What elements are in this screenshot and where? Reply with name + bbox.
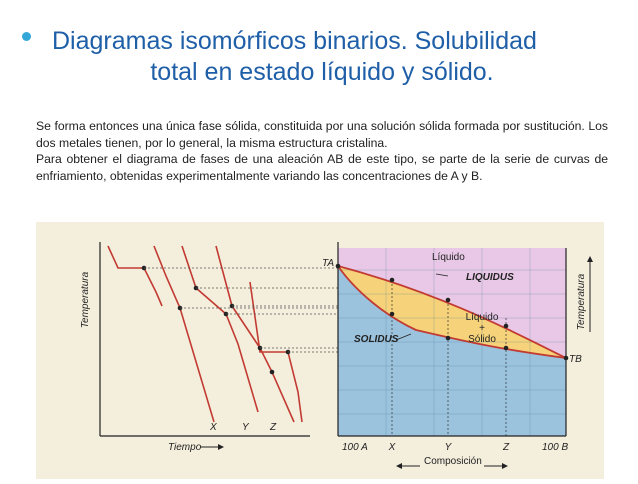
cooling-curve-x xyxy=(153,245,215,423)
solidus-line xyxy=(337,265,567,359)
solidus-leader-line xyxy=(395,333,412,341)
composition-lines xyxy=(391,284,507,436)
ta-label: TA xyxy=(322,258,334,269)
phase-y-label: Temperatura xyxy=(576,273,587,330)
liquidus-line xyxy=(337,265,567,359)
x-tick-z: Z xyxy=(502,442,510,453)
phase-point xyxy=(503,323,509,329)
x-tick-x: X xyxy=(388,442,396,453)
bullet-icon xyxy=(22,32,31,41)
composition-arrow-right-head xyxy=(502,463,508,469)
paragraph-1: Se forma entonces una única fase sólida,… xyxy=(36,119,608,150)
cooling-y-label: Temperatura xyxy=(80,271,91,328)
liquid-label: Líquido xyxy=(432,252,465,263)
phase-diagram-figure: Temperatura Tiempo xyxy=(36,222,604,479)
two-phase-label-liquid: Líquido xyxy=(466,312,499,323)
temperature-arrow-right-head xyxy=(587,256,593,262)
slide-title-line-1: Diagramas isomórficos binarios. Solubili… xyxy=(52,27,537,55)
phase-grid xyxy=(338,248,566,436)
phase-x-label: Composición xyxy=(424,456,482,467)
tb-label: TB xyxy=(569,354,582,365)
solidus-label: SOLIDUS xyxy=(354,334,399,345)
phase-point xyxy=(389,277,395,283)
figure-svg: Temperatura Tiempo xyxy=(36,222,604,479)
x-tick-b: 100 B xyxy=(542,442,568,453)
cooling-curves-panel: Temperatura Tiempo xyxy=(80,242,338,453)
cooling-points xyxy=(141,265,291,375)
cooling-point xyxy=(141,265,147,271)
liquidus-leader-line xyxy=(435,273,449,277)
phase-point xyxy=(389,311,395,317)
composition-arrow-left-head xyxy=(396,463,402,469)
liquid-region xyxy=(338,248,566,358)
cooling-label-z: Z xyxy=(269,422,277,433)
two-phase-label-solid: Sólido xyxy=(468,334,496,345)
slide-title-line-2: total en estado líquido y sólido. xyxy=(150,58,494,86)
x-tick-y: Y xyxy=(445,442,453,453)
body-text: Se forma entonces una única fase sólida,… xyxy=(36,118,608,184)
x-tick-a: 100 A xyxy=(342,442,368,453)
two-phase-label-plus: + xyxy=(479,323,485,334)
cooling-label-y: Y xyxy=(242,422,250,433)
cooling-label-x: X xyxy=(209,422,217,433)
time-arrow-head xyxy=(218,444,224,450)
two-phase-region xyxy=(338,266,566,358)
liquidus-label: LIQUIDUS xyxy=(466,272,514,283)
projection-lines xyxy=(144,267,338,353)
phase-points xyxy=(335,263,569,361)
paragraph-2: Para obtener el diagrama de fases de una… xyxy=(36,152,608,183)
phase-point xyxy=(503,345,509,351)
cooling-point xyxy=(269,369,275,375)
phase-point xyxy=(445,297,451,303)
phase-point xyxy=(445,335,451,341)
cooling-x-label: Tiempo xyxy=(168,442,202,453)
phase-diagram-panel: TA TB Líquido LIQUIDUS SOLIDUS Líquido +… xyxy=(322,242,593,469)
